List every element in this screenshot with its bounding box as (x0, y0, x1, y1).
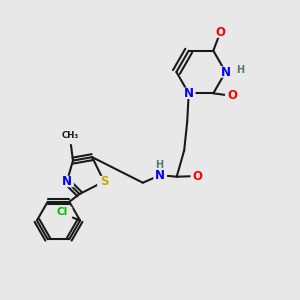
Text: N: N (62, 175, 72, 188)
Text: CH₃: CH₃ (62, 131, 79, 140)
Text: N: N (155, 169, 165, 182)
Text: H: H (236, 65, 244, 75)
FancyBboxPatch shape (190, 170, 204, 182)
FancyBboxPatch shape (225, 90, 239, 101)
FancyBboxPatch shape (182, 88, 196, 99)
FancyBboxPatch shape (153, 169, 167, 181)
Text: N: N (184, 87, 194, 100)
Text: S: S (100, 175, 108, 188)
Text: N: N (220, 65, 231, 79)
Text: O: O (192, 169, 203, 183)
Text: Cl: Cl (56, 207, 68, 218)
Text: O: O (215, 26, 225, 39)
Text: O: O (227, 89, 237, 102)
Text: H: H (154, 160, 163, 170)
FancyBboxPatch shape (65, 135, 76, 144)
FancyBboxPatch shape (60, 176, 74, 187)
FancyBboxPatch shape (52, 207, 72, 218)
FancyBboxPatch shape (219, 66, 232, 78)
FancyBboxPatch shape (233, 64, 247, 76)
FancyBboxPatch shape (97, 176, 111, 187)
FancyBboxPatch shape (213, 26, 227, 38)
FancyBboxPatch shape (152, 159, 166, 171)
